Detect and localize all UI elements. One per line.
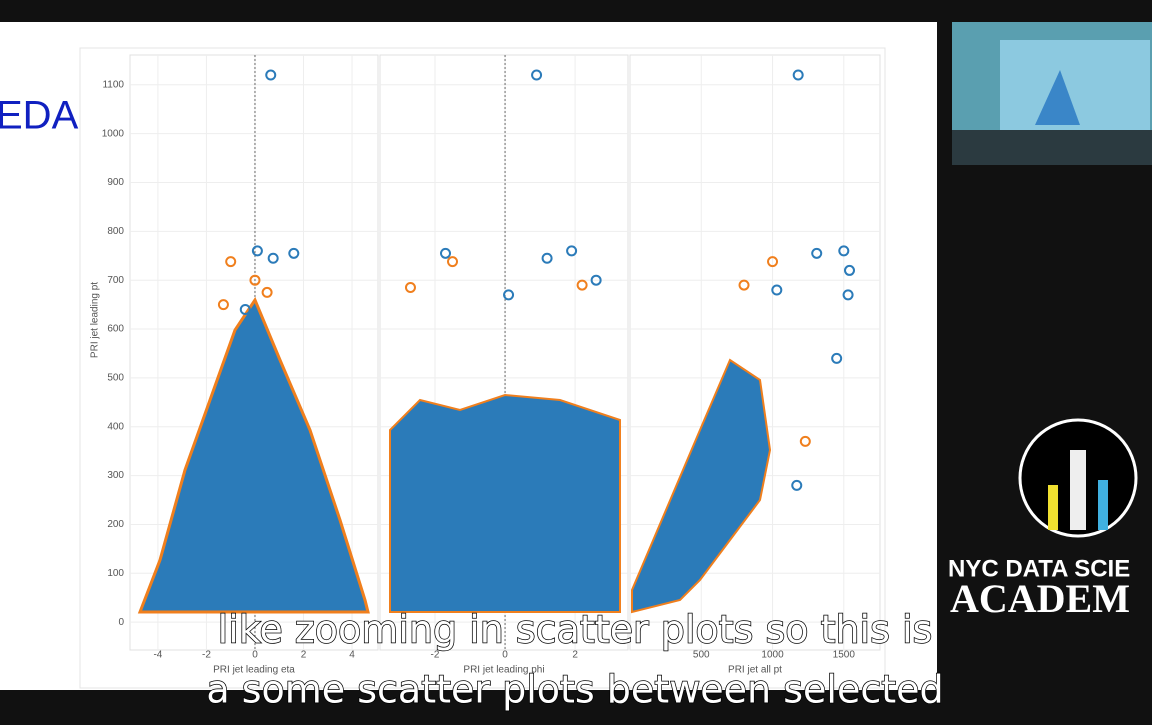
x-tick-label: 500 (693, 650, 710, 661)
panel (129, 54, 379, 651)
y-tick-label: 200 (107, 519, 124, 530)
point (267, 252, 279, 264)
point (791, 479, 803, 491)
point (239, 304, 251, 316)
point (251, 245, 263, 257)
point (771, 284, 783, 296)
point (576, 279, 588, 291)
logo-building (1048, 485, 1058, 530)
y-tick-label: 500 (107, 373, 124, 384)
caption: a some scatter plots between selected (206, 668, 943, 712)
point (767, 256, 779, 268)
x-axis-label: PRI jet leading eta (213, 665, 295, 676)
point (288, 247, 300, 259)
y-tick-label: 0 (118, 617, 124, 628)
x-tick-label: 1000 (761, 650, 784, 661)
point (843, 264, 855, 276)
x-tick-label: 4 (349, 650, 355, 661)
point (831, 352, 843, 364)
point (249, 274, 261, 286)
x-tick-label: 1500 (833, 650, 856, 661)
webcam-audience (952, 130, 1152, 165)
point (503, 289, 515, 301)
point (541, 252, 553, 264)
plot-frame (79, 47, 886, 689)
point-cloud (389, 393, 621, 613)
slide-title: EDA (0, 94, 79, 138)
point (566, 245, 578, 257)
panel (629, 54, 881, 651)
point (265, 69, 277, 81)
x-tick-label: 2 (301, 650, 307, 661)
point (811, 247, 823, 259)
y-tick-label: 800 (107, 226, 124, 237)
webcam-detail (1035, 70, 1080, 125)
y-tick-label: 700 (107, 275, 124, 286)
y-tick-label: 1100 (102, 79, 124, 90)
point (225, 256, 237, 268)
y-tick-label: 400 (107, 421, 124, 432)
point (590, 274, 602, 286)
point-cloud (631, 358, 772, 614)
dense-points (137, 296, 772, 614)
point (738, 279, 750, 291)
point (447, 256, 459, 268)
x-tick-label: -2 (202, 650, 211, 661)
point (792, 69, 804, 81)
y-tick-label: 1000 (102, 128, 125, 139)
x-tick-label: 0 (252, 650, 258, 661)
x-tick-label: 0 (502, 650, 508, 661)
plots: -4 -2 0 2 4 PRI jet leading eta 0 100 200 300 400 5… (102, 69, 856, 676)
y-tick-label: 300 (107, 470, 124, 481)
logo-building (1098, 480, 1108, 530)
point (404, 282, 416, 294)
x-tick-label: -4 (153, 650, 162, 661)
y-axis-label: PRI jet leading pt (90, 282, 101, 358)
point (531, 69, 543, 81)
x-tick-label: -2 (431, 650, 440, 661)
x-tick-label: 2 (572, 650, 578, 661)
caption: like zooming in scatter plots so this is (218, 608, 933, 652)
brand-line: NYC DATA SCIE (948, 555, 1130, 582)
point-cloud (137, 296, 370, 614)
x-axis-label: PRI jet leading phi (463, 665, 544, 676)
point (217, 299, 229, 311)
y-tick-label: 100 (107, 568, 124, 579)
brand-line: ACADEM (950, 576, 1130, 621)
y-tick-label: 900 (107, 177, 124, 188)
point (440, 247, 452, 259)
point (838, 245, 850, 257)
x-axis-label: PRI jet all pt (728, 665, 782, 676)
point (261, 286, 273, 298)
point (842, 289, 854, 301)
panel (379, 54, 629, 651)
point (799, 435, 811, 447)
y-tick-label: 600 (107, 324, 124, 335)
logo-building (1070, 450, 1086, 530)
